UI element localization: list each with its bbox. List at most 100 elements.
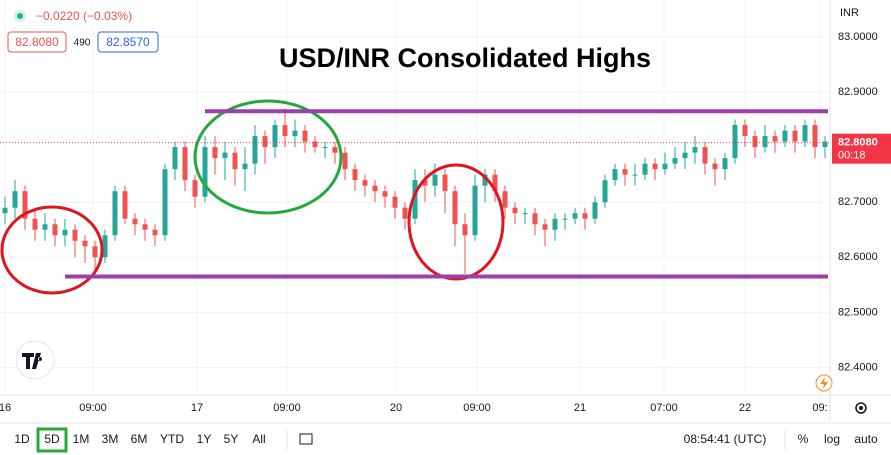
candle-body	[212, 147, 218, 159]
candle-body	[202, 147, 208, 197]
candle-body	[352, 169, 358, 181]
candle-body	[12, 191, 18, 208]
candle-body	[712, 163, 718, 170]
x-tick-label: 09:00	[273, 402, 301, 414]
candle-body	[422, 180, 428, 186]
candle-body	[622, 169, 628, 175]
x-tick-label: 22	[739, 402, 751, 414]
candle-body	[62, 229, 68, 236]
candle-body	[542, 224, 548, 230]
candle-body	[92, 246, 98, 258]
candle-body	[732, 125, 738, 159]
price-label-box	[832, 133, 891, 164]
sell-price: 82.8080	[15, 35, 59, 49]
range-button[interactable]: 5D	[44, 432, 60, 446]
candle-body	[742, 125, 748, 137]
candles	[2, 108, 828, 274]
candle-body	[812, 125, 818, 148]
active-range	[36, 427, 68, 453]
range-button[interactable]: 5Y	[224, 432, 239, 446]
candle-body	[382, 191, 388, 197]
x-tick-label: 09:00	[463, 402, 491, 414]
candle-body	[112, 191, 118, 236]
candle-body	[762, 136, 768, 148]
chart-title: USD/INR Consolidated Highs	[279, 43, 651, 73]
price-countdown: 00:18	[838, 150, 866, 162]
candle-body	[642, 163, 648, 175]
candle-body	[392, 196, 398, 208]
candle-body	[452, 191, 458, 225]
candle-body	[402, 207, 408, 219]
scale-option[interactable]: auto	[854, 432, 878, 446]
buy-button[interactable]	[97, 31, 159, 53]
candle-body	[522, 213, 528, 215]
candle-body	[632, 174, 638, 176]
range-button[interactable]: 1M	[73, 432, 90, 446]
clock: 08:54:41 (UTC)	[684, 432, 767, 446]
candle-body	[252, 136, 258, 164]
candle-body	[472, 185, 478, 236]
candle-body	[342, 152, 348, 170]
scale-option[interactable]: log	[824, 432, 840, 446]
candle-body	[722, 158, 728, 170]
candle-body	[22, 191, 28, 219]
candle-body	[122, 191, 128, 219]
compare-icon[interactable]	[299, 433, 313, 445]
candle-body	[292, 130, 298, 137]
candle-body	[302, 130, 308, 142]
y-tick-label: 82.5000	[838, 306, 878, 318]
range-button[interactable]: 3M	[102, 432, 119, 446]
y-tick-label: 82.7000	[838, 196, 878, 208]
candle-body	[282, 125, 288, 137]
candle-body	[2, 207, 8, 214]
settings-icon[interactable]	[855, 402, 867, 414]
candle-body	[572, 213, 578, 219]
range-button[interactable]: 1D	[14, 432, 30, 446]
scale-option[interactable]: %	[798, 432, 809, 446]
candle-body	[562, 218, 568, 220]
y-tick-label: 82.6000	[838, 251, 878, 263]
range-button[interactable]: 1Y	[197, 432, 212, 446]
candle-body	[372, 185, 378, 192]
candle-body	[822, 141, 828, 148]
candle-body	[102, 235, 108, 258]
candle-body	[322, 147, 328, 149]
candle-body	[332, 147, 338, 153]
candle-body	[42, 224, 48, 230]
candle-body	[782, 130, 788, 142]
annotations	[0, 99, 505, 295]
candle-body	[232, 152, 238, 170]
candle-body	[142, 224, 148, 230]
candle-body	[772, 136, 778, 142]
candle-body	[582, 213, 588, 219]
candle-body	[462, 224, 468, 236]
x-tick-label: 21	[574, 402, 586, 414]
range-button[interactable]: YTD	[160, 432, 184, 446]
candle-body	[802, 125, 808, 142]
y-tick-label: 83.0000	[838, 31, 878, 43]
range-button[interactable]: All	[252, 432, 265, 446]
x-tick-label: 07:00	[650, 402, 678, 414]
candle-body	[792, 130, 798, 142]
price-change: −0.0220 (−0.03%)	[36, 9, 132, 23]
candle-body	[702, 147, 708, 164]
candle-body	[602, 180, 608, 203]
y-tick-label: 82.9000	[838, 86, 878, 98]
candle-body	[432, 174, 438, 186]
candle-body	[612, 169, 618, 181]
candle-body	[82, 240, 88, 247]
candle-body	[272, 125, 278, 148]
sell-button[interactable]	[7, 31, 67, 53]
candle-body	[242, 163, 248, 170]
range-button[interactable]: 6M	[131, 432, 148, 446]
candle-body	[162, 169, 168, 236]
candle-body	[502, 191, 508, 208]
circle-annotation	[193, 99, 343, 215]
circle-annotation	[0, 205, 104, 295]
candle-body	[492, 174, 498, 192]
status-dot	[17, 13, 23, 19]
candle-body	[662, 163, 668, 170]
candle-body	[412, 180, 418, 219]
